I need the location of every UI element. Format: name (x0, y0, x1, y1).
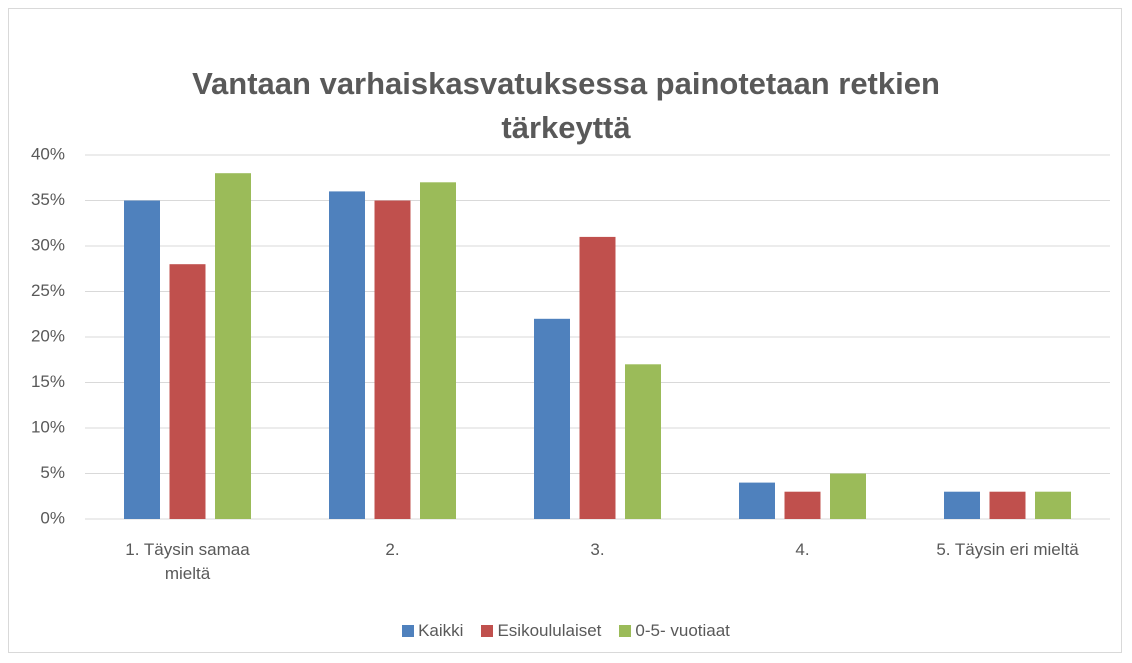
y-tick-label: 30% (31, 235, 65, 254)
bar (625, 364, 661, 519)
y-tick-label: 40% (31, 144, 65, 163)
y-tick-label: 10% (31, 417, 65, 436)
bar (739, 482, 775, 519)
x-tick-label: 4. (795, 540, 810, 559)
legend-item: 0-5- vuotiaat (619, 621, 730, 641)
legend: Kaikki Esikoululaiset 0-5- vuotiaat (0, 621, 1132, 641)
bar (124, 200, 160, 519)
x-tick-label: 3. (590, 540, 605, 559)
bar (784, 491, 821, 519)
x-tick-label: 5. Täysin eri mieltä (936, 540, 1079, 559)
chart-title: Vantaan varhaiskasvatuksessa painotetaan… (192, 66, 940, 145)
y-tick-label: 35% (31, 190, 65, 209)
y-tick-label: 20% (31, 326, 65, 345)
legend-swatch (619, 625, 632, 637)
legend-label: 0-5- vuotiaat (635, 621, 730, 640)
x-tick-label: 2. (385, 540, 400, 559)
bar (374, 200, 411, 519)
legend-swatch (402, 625, 415, 637)
y-tick-label: 15% (31, 372, 65, 391)
legend-swatch (481, 625, 494, 637)
bar (989, 491, 1026, 519)
legend-item: Kaikki (402, 621, 463, 641)
bar (169, 264, 206, 519)
bar (534, 318, 570, 519)
y-tick-label: 5% (40, 463, 65, 482)
bar (420, 182, 456, 520)
bar (215, 173, 251, 519)
bar (1035, 491, 1071, 519)
chart-border (8, 8, 1122, 653)
y-tick-label: 25% (31, 281, 65, 300)
legend-label: Kaikki (418, 621, 464, 640)
legend-label: Esikoululaiset (497, 621, 602, 640)
bar (944, 491, 980, 519)
bar (329, 191, 365, 519)
legend-item: Esikoululaiset (481, 621, 601, 641)
x-tick-label: 1. Täysin samaa mieltä (125, 540, 250, 583)
y-tick-label: 0% (40, 508, 65, 527)
bar (830, 473, 866, 519)
bar (579, 236, 616, 519)
